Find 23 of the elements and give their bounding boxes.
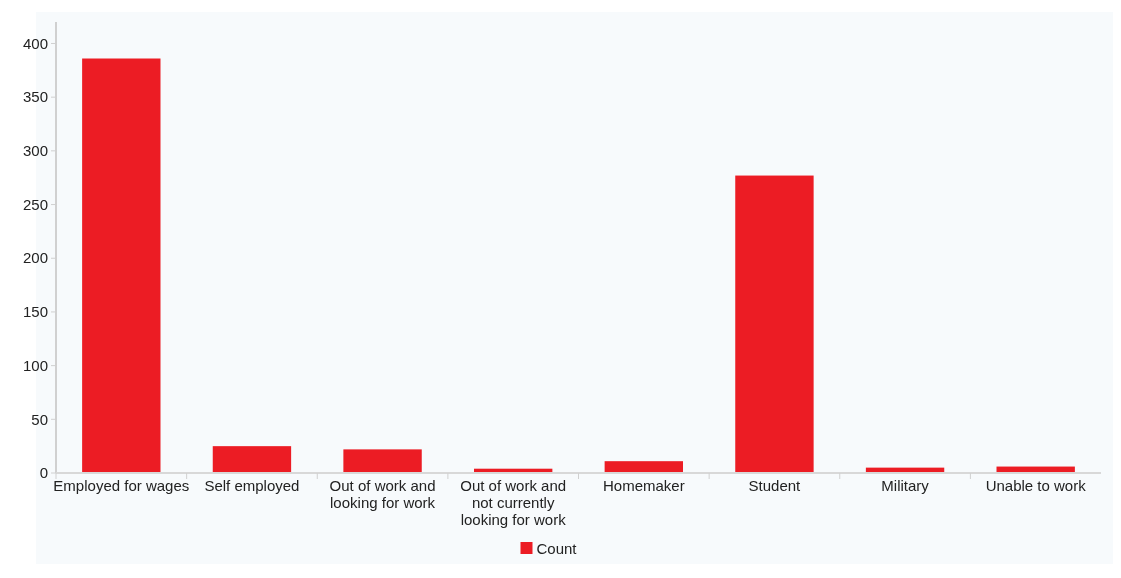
bar (343, 449, 422, 473)
y-tick-label: 200 (22, 249, 48, 267)
y-tick-label: 300 (22, 142, 48, 160)
y-tick-label: 100 (22, 356, 48, 374)
x-tick-label: Unable to work (985, 477, 1087, 494)
bar (604, 461, 683, 473)
y-tick-label: 150 (22, 303, 48, 321)
x-tick-label: Student (748, 477, 802, 494)
x-tick-label: Out of work and not currently looking for work (460, 477, 567, 528)
y-tick-label: 0 (39, 464, 48, 482)
x-tick-label: Employed for wages (53, 477, 190, 494)
bar (212, 446, 292, 473)
legend-label: Count (536, 540, 578, 557)
y-tick-label: 50 (31, 410, 48, 428)
x-tick-label: Self employed (204, 477, 300, 494)
x-tick-label: Homemaker (602, 477, 685, 494)
y-tick-label: 350 (22, 88, 48, 106)
x-tick-label: Out of work and looking for work (329, 477, 436, 511)
bar (735, 175, 814, 473)
y-tick-label: 400 (22, 34, 48, 52)
y-tick-label: 250 (22, 195, 48, 213)
x-tick-label: Military (881, 477, 930, 494)
bar (82, 58, 161, 473)
